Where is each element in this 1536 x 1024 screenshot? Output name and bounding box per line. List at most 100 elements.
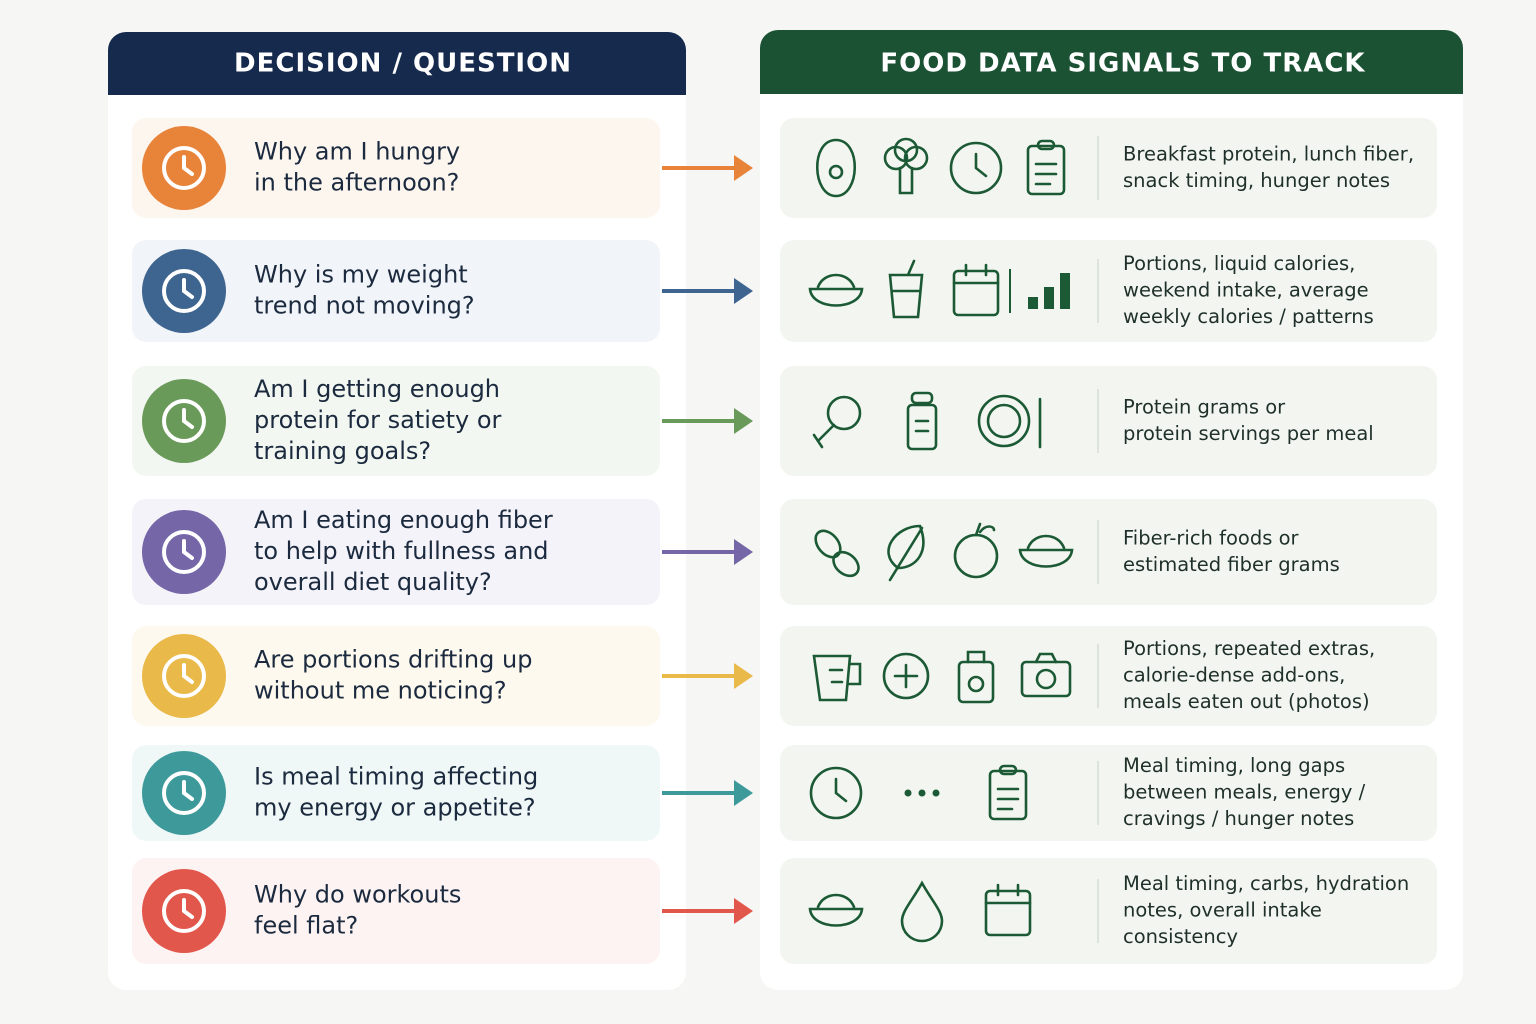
icon-part — [984, 883, 1032, 905]
icon-part — [914, 419, 930, 433]
icon-part — [1026, 534, 1066, 550]
question-icon-glyph — [182, 278, 194, 299]
question-icon-glyph — [182, 155, 194, 176]
signal-icon — [816, 138, 856, 198]
icon-part — [952, 263, 1000, 285]
question-icon-glyph — [182, 898, 194, 919]
signal-icon — [814, 529, 860, 578]
signal-icon — [1020, 652, 1072, 698]
icon-part — [888, 259, 924, 319]
signal-icon — [808, 273, 864, 307]
signal-text: calorie-dense add-ons, — [1123, 664, 1345, 687]
question-text: Why is my weight — [254, 261, 468, 289]
signal-card — [780, 626, 1437, 726]
signal-icon — [957, 650, 995, 704]
signal-icon — [1026, 139, 1066, 196]
question-icon-glyph — [162, 269, 206, 313]
question-text: overall diet quality? — [254, 568, 492, 596]
question-icon-glyph — [162, 146, 206, 190]
signal-card — [780, 745, 1437, 841]
question-text: training goals? — [254, 437, 431, 465]
icon-part — [893, 137, 919, 163]
signal-icon — [812, 395, 862, 449]
question-text: in the afternoon? — [254, 169, 459, 197]
icon-part — [967, 675, 985, 693]
icon-part — [1060, 273, 1070, 309]
icon-part — [957, 660, 995, 704]
icon-part — [932, 789, 940, 797]
question-card — [132, 118, 660, 218]
icon-part — [984, 889, 1032, 937]
signal-icon — [1009, 269, 1070, 313]
icon-part — [1028, 297, 1038, 309]
signal-icon — [906, 391, 938, 451]
signal-text: meals eaten out (photos) — [1123, 690, 1370, 713]
signal-text: Protein grams or — [1123, 395, 1286, 418]
signal-text: estimated fiber grams — [1123, 553, 1340, 576]
question-icon-glyph — [182, 780, 194, 801]
signal-text: Portions, liquid calories, — [1123, 252, 1355, 275]
question-card — [132, 240, 660, 342]
signal-icon — [984, 883, 1032, 937]
signal-icon — [949, 141, 1003, 195]
question-icon-glyph — [162, 771, 206, 815]
signal-text: weekend intake, average — [1123, 279, 1369, 302]
icon-part — [988, 769, 1028, 821]
signal-icon — [888, 259, 924, 319]
question-icon-glyph — [162, 654, 206, 698]
icon-part — [1044, 287, 1054, 309]
signal-icon — [900, 880, 944, 943]
icon-part — [904, 789, 912, 797]
icon-part — [974, 522, 996, 537]
icon-part — [832, 550, 860, 578]
icon-part — [882, 652, 930, 700]
arrow-head — [734, 780, 753, 806]
left-header-bar — [108, 32, 686, 95]
question-icon-glyph — [162, 530, 206, 574]
icon-part — [1026, 144, 1066, 196]
signal-card — [780, 499, 1437, 605]
icon-part — [986, 403, 1022, 439]
signal-icon — [882, 652, 930, 700]
signal-text: Meal timing, long gaps — [1123, 754, 1345, 777]
icon-part — [828, 164, 844, 180]
icon-part — [809, 766, 863, 820]
signal-icon — [1018, 534, 1074, 568]
signal-icon — [812, 654, 862, 702]
signal-text: cravings / hunger notes — [1123, 807, 1354, 830]
question-text: trend not moving? — [254, 292, 475, 320]
icon-part — [893, 663, 919, 689]
question-text: Why do workouts — [254, 881, 461, 909]
icon-part — [1036, 139, 1056, 151]
icon-part — [812, 423, 836, 449]
signal-text: between meals, energy / — [1123, 781, 1366, 804]
signal-icon — [809, 766, 863, 820]
signal-card — [780, 366, 1437, 476]
question-card — [132, 858, 660, 964]
question-text: Am I getting enough — [254, 375, 500, 403]
signal-text: snack timing, hunger notes — [1123, 169, 1390, 192]
icon-part — [1035, 668, 1057, 690]
icon-part — [906, 403, 938, 451]
arrow-head — [734, 898, 753, 924]
right-header-bar — [760, 30, 1463, 94]
signal-text: Breakfast protein, lunch fiber, — [1123, 142, 1414, 165]
question-icon-glyph — [162, 889, 206, 933]
icon-part — [966, 650, 986, 664]
signal-icon — [953, 522, 999, 579]
icon-part — [1020, 660, 1072, 698]
question-card — [132, 366, 660, 476]
question-icon-glyph — [162, 399, 206, 443]
icon-part — [952, 269, 1000, 317]
signal-text: Meal timing, carbs, hydration — [1123, 872, 1409, 895]
icon-part — [812, 654, 862, 702]
icon-part — [808, 907, 864, 927]
icon-part — [918, 789, 926, 797]
question-text: Why am I hungry — [254, 138, 460, 166]
question-text: to help with fullness and — [254, 537, 549, 565]
icon-part — [974, 152, 988, 178]
icon-part — [949, 141, 1003, 195]
left-header: DECISION / QUESTION — [234, 49, 572, 79]
right-header: FOOD DATA SIGNALS TO TRACK — [880, 49, 1365, 79]
